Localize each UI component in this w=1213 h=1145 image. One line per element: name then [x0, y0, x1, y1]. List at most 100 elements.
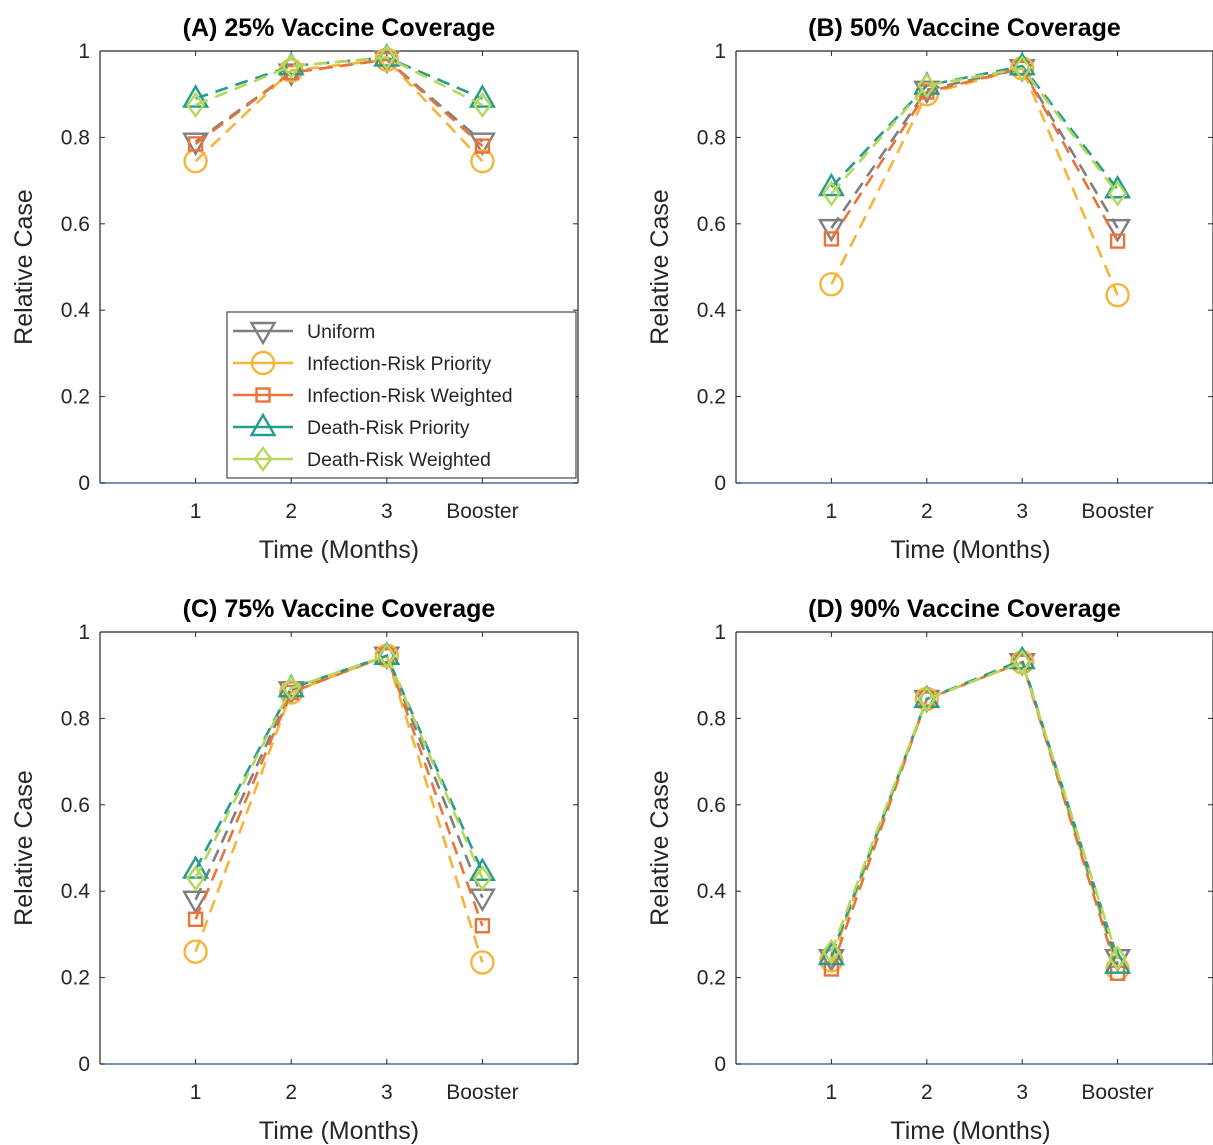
- y-tick-label: 0.6: [61, 213, 90, 236]
- x-tick-label: 2: [285, 500, 297, 523]
- data-point: [377, 642, 397, 669]
- data-point: [474, 138, 491, 154]
- y-tick-label: 0.4: [697, 299, 727, 322]
- x-tick-label: Booster: [1081, 500, 1153, 523]
- series-line: [194, 58, 484, 148]
- data-point: [186, 865, 206, 892]
- y-tick-label: 0.6: [697, 213, 726, 236]
- y-tick-label: 0.2: [61, 386, 90, 409]
- y-tick-label: 1: [78, 621, 90, 644]
- series-death-risk-weighted: [821, 649, 1128, 972]
- series-death-risk-weighted: [821, 55, 1128, 207]
- x-tick-label: Booster: [446, 1081, 518, 1104]
- data-point: [374, 47, 399, 72]
- legend-label: Infection-Risk Priority: [307, 353, 491, 375]
- series-line: [194, 654, 484, 873]
- legend-label: Death-Risk Weighted: [307, 449, 491, 471]
- legend-entry: Uniform: [233, 321, 375, 346]
- series-line: [194, 654, 484, 927]
- data-point: [187, 911, 204, 927]
- y-tick-label: 0.4: [61, 299, 91, 322]
- data-point: [281, 53, 301, 80]
- data-point: [470, 950, 495, 975]
- series-line: [194, 58, 484, 143]
- data-point: [823, 231, 840, 247]
- series-uniform: [817, 653, 1132, 973]
- data-point: [279, 680, 304, 705]
- series-line: [830, 66, 1119, 242]
- series-infection-risk-weighted: [823, 654, 1126, 981]
- data-point: [186, 91, 206, 119]
- series-infection-risk-priority: [183, 643, 495, 975]
- legend-marker: [249, 412, 277, 437]
- legend-label: Uniform: [307, 321, 375, 343]
- x-tick-label: 1: [190, 500, 202, 523]
- series-death-risk-priority: [182, 43, 496, 108]
- chart-title: (D) 90% Vaccine Coverage: [808, 595, 1121, 623]
- y-tick-label: 0.8: [697, 126, 726, 149]
- data-point: [917, 72, 937, 99]
- series-death-risk-priority: [817, 645, 1132, 974]
- data-point: [182, 84, 210, 108]
- y-tick-label: 1: [78, 40, 90, 63]
- data-point: [1104, 218, 1132, 243]
- data-point: [1105, 282, 1130, 308]
- series-line: [830, 660, 1119, 970]
- y-tick-label: 0.2: [697, 386, 726, 409]
- data-point: [474, 918, 491, 934]
- x-tick-label: 3: [1016, 1081, 1028, 1104]
- data-point: [1012, 55, 1032, 82]
- x-axis-label: Time (Months): [890, 536, 1050, 564]
- x-tick-label: 2: [921, 500, 933, 523]
- series-line: [830, 66, 1119, 296]
- data-point: [183, 939, 208, 964]
- y-axis-label: Relative Case: [10, 189, 38, 345]
- chart-title: (B) 50% Vaccine Coverage: [808, 14, 1121, 42]
- legend-marker: [253, 445, 273, 473]
- y-axis-label: Relative Case: [646, 189, 674, 345]
- y-tick-label: 1: [714, 40, 726, 63]
- legend-label: Death-Risk Priority: [307, 417, 470, 439]
- x-axis-label: Time (Months): [259, 1117, 419, 1145]
- series-death-risk-priority: [182, 641, 496, 881]
- legend-entry: Death-Risk Weighted: [233, 445, 491, 473]
- series-uniform: [182, 50, 496, 157]
- x-tick-label: 2: [921, 1081, 933, 1104]
- series-line: [830, 66, 1119, 195]
- chart-title: (A) 25% Vaccine Coverage: [183, 14, 496, 42]
- data-point: [182, 890, 210, 915]
- chart-panel-1: 0 0.2 0.4 0.6 0.8 1 1 2 3 Booster (A) 25% Vaccine …: [10, 14, 579, 564]
- x-axis-label: Time (Months): [890, 1117, 1050, 1145]
- data-point: [821, 938, 841, 965]
- x-tick-label: 3: [381, 1081, 393, 1104]
- data-point: [468, 857, 496, 881]
- x-tick-label: 3: [381, 500, 393, 523]
- y-tick-label: 0.2: [697, 967, 726, 990]
- data-point: [819, 272, 844, 297]
- series-line: [195, 56, 483, 107]
- series-line: [830, 660, 1119, 959]
- data-point: [472, 865, 492, 892]
- y-tick-label: 0.2: [61, 967, 90, 990]
- data-point: [470, 148, 495, 174]
- y-tick-label: 0.4: [61, 880, 91, 903]
- series-death-risk-weighted: [186, 642, 492, 892]
- y-tick-label: 0.8: [697, 707, 726, 730]
- data-point: [917, 685, 937, 713]
- x-axis-label: Time (Months): [259, 536, 419, 564]
- y-tick-label: 0: [714, 1053, 726, 1076]
- y-tick-label: 0.8: [61, 707, 90, 730]
- series-infection-risk-priority: [819, 56, 1130, 308]
- series-line: [195, 56, 483, 100]
- data-point: [1109, 233, 1126, 249]
- data-point: [817, 172, 845, 197]
- series-line: [830, 66, 1119, 229]
- data-point: [281, 675, 301, 702]
- y-tick-label: 0: [78, 1053, 90, 1076]
- y-tick-label: 0.4: [697, 880, 727, 903]
- legend-marker: [250, 350, 276, 376]
- data-point: [472, 91, 492, 119]
- series-line: [194, 654, 484, 963]
- series-line: [830, 660, 1119, 974]
